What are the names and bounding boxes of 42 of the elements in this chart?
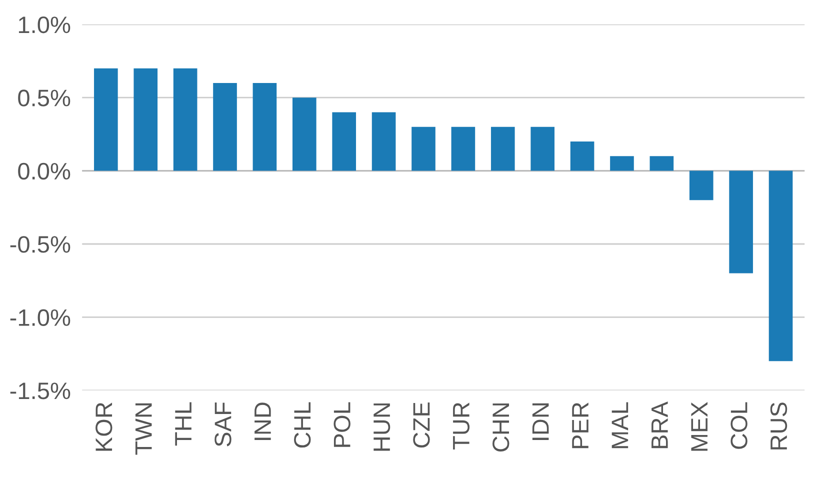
bar: [570, 142, 594, 171]
x-tick-label: BRA: [652, 402, 668, 448]
x-tick-label: IDN: [532, 403, 549, 440]
x-tick-label: COL: [730, 402, 748, 449]
x-tick-label: CZE: [413, 402, 430, 448]
bar: [252, 82, 277, 171]
y-tick-label: -1.5%: [10, 382, 70, 400]
bar: [650, 156, 674, 171]
bar: [173, 68, 198, 171]
x-tick-label: PER: [572, 402, 588, 448]
x-tick-label: MEX: [691, 402, 708, 451]
x-tick-label: IND: [254, 402, 271, 440]
bar: [530, 126, 554, 171]
x-tick-label: MAL: [612, 402, 628, 448]
bar: [729, 170, 753, 274]
x-tick-label: TUR: [453, 402, 470, 450]
x-tick-label: SAF: [214, 402, 232, 446]
y-tick-label: -1.0%: [10, 309, 70, 326]
y-tick-label: 1.0%: [18, 16, 70, 34]
y-tick-label: 0.5%: [18, 90, 70, 106]
x-tick-label: RUS: [770, 402, 788, 450]
y-tick-label: 0.0%: [18, 162, 70, 180]
bar: [134, 68, 158, 171]
bar: [94, 68, 118, 171]
x-tick-label: TWN: [135, 403, 152, 455]
bar: [490, 126, 515, 171]
x-tick-label: CHL: [294, 402, 311, 448]
x-tick-label: THL: [175, 402, 192, 446]
bar: [213, 82, 237, 171]
bar: [768, 170, 793, 362]
bar: [332, 112, 356, 171]
y-tick-label: -0.5%: [10, 236, 70, 253]
bar: [689, 170, 714, 200]
bar: [412, 126, 436, 171]
bar: [372, 112, 396, 171]
bar: [610, 156, 634, 171]
x-tick-label: HUN: [374, 403, 390, 451]
x-tick-label: KOR: [96, 402, 112, 451]
bar: [292, 98, 316, 171]
x-tick-label: CHN: [492, 403, 510, 452]
bar: [451, 126, 476, 171]
x-tick-label: POL: [334, 402, 350, 447]
